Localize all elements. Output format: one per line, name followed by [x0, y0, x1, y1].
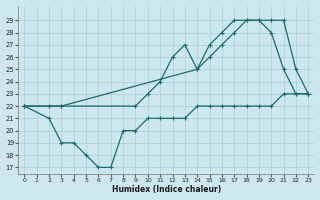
X-axis label: Humidex (Indice chaleur): Humidex (Indice chaleur): [112, 185, 221, 194]
